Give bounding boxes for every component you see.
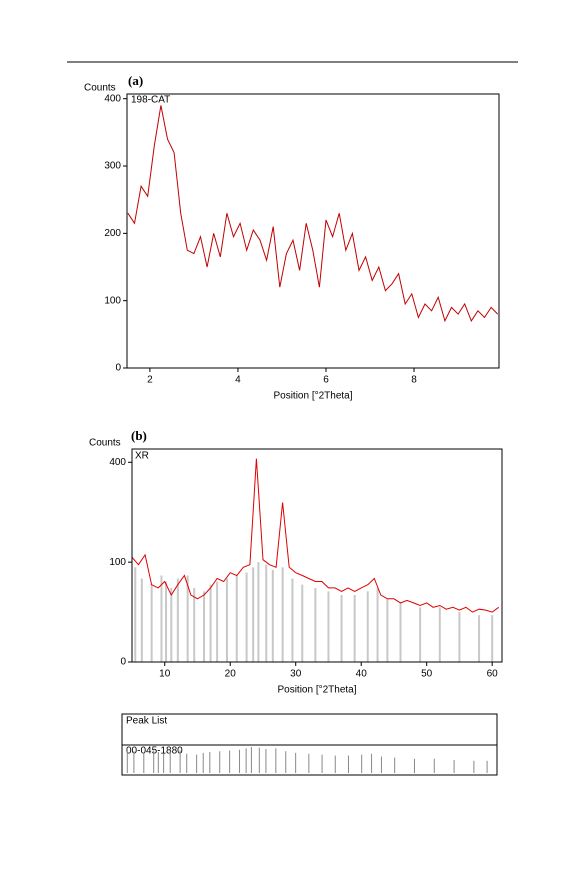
x-tick-label: 4 <box>235 375 241 386</box>
reference-name: 00-045-1880 <box>126 746 183 757</box>
x-tick-label: 60 <box>487 669 499 680</box>
panel-label: (a) <box>128 73 143 88</box>
x-tick-label: 10 <box>159 669 171 680</box>
x-tick-label: 6 <box>323 375 329 386</box>
y-tick-label: 0 <box>115 363 121 374</box>
x-tick-label: 8 <box>411 375 417 386</box>
y-axis-label: Counts <box>89 438 121 449</box>
x-axis-label: Position [°2Theta] <box>273 391 352 402</box>
x-tick-label: 20 <box>225 669 237 680</box>
panel-label: (b) <box>131 428 147 443</box>
y-tick-label: 100 <box>104 295 121 306</box>
data-line <box>131 458 499 613</box>
y-tick-label: 400 <box>109 457 126 468</box>
peak-list-title: Peak List <box>126 716 167 727</box>
x-axis-label: Position [°2Theta] <box>277 685 356 696</box>
data-line <box>127 105 499 323</box>
x-tick-label: 30 <box>290 669 302 680</box>
series-label: 198-CAT <box>131 95 170 106</box>
x-tick-label: 2 <box>147 375 153 386</box>
y-tick-label: 200 <box>104 228 121 239</box>
y-tick-label: 400 <box>104 93 121 104</box>
x-tick-label: 40 <box>356 669 368 680</box>
plot-frame <box>126 93 500 369</box>
y-axis-label: Counts <box>84 83 116 94</box>
x-tick-label: 50 <box>421 669 433 680</box>
y-tick-label: 0 <box>120 657 126 668</box>
plot-frame <box>131 448 503 663</box>
series-label: XR <box>135 451 149 462</box>
y-tick-label: 100 <box>109 557 126 568</box>
y-tick-label: 300 <box>104 161 121 172</box>
